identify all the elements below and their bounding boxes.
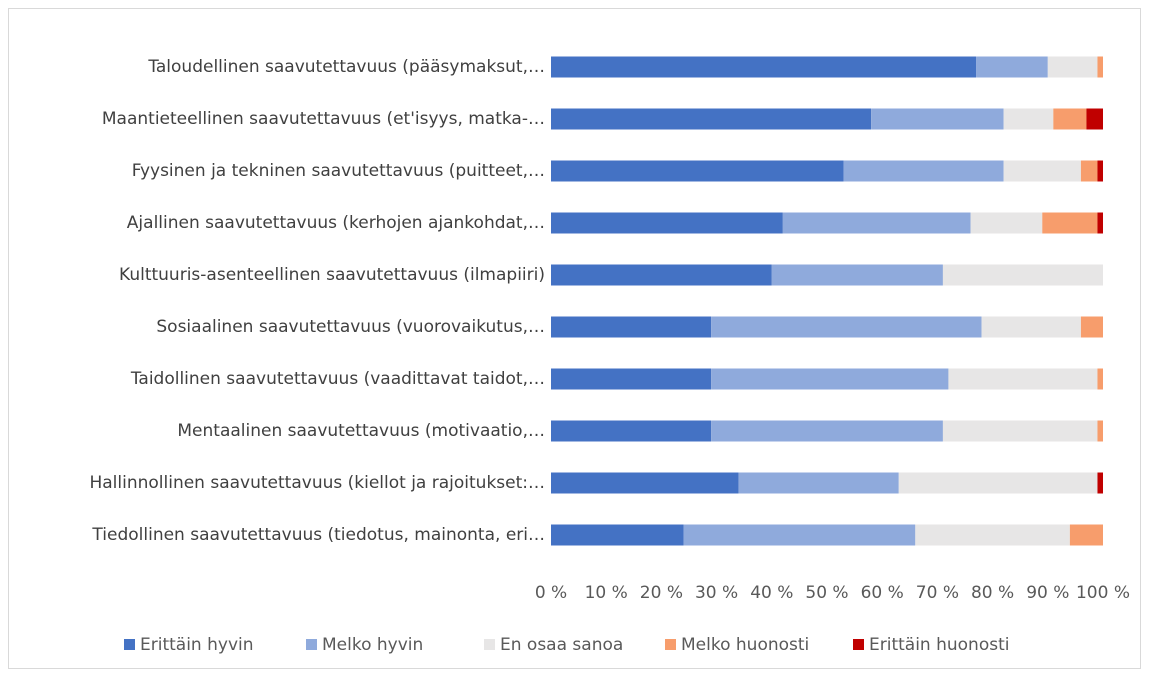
x-tick-label: 80 % xyxy=(971,583,1014,603)
legend-label: Melko hyvin xyxy=(322,635,423,655)
bar-segment xyxy=(551,316,712,338)
legend-label: En osaa sanoa xyxy=(500,635,623,655)
bar-segment xyxy=(711,368,949,390)
legend-label: Erittäin huonosti xyxy=(869,635,1009,655)
bar-segment xyxy=(551,368,712,390)
x-tick-label: 40 % xyxy=(750,583,793,603)
category-label: Kulttuuris-asenteellinen saavutettavuus … xyxy=(119,265,545,285)
bar-segment xyxy=(782,212,971,234)
bar-segment xyxy=(1097,160,1103,182)
bar-segment xyxy=(551,524,684,546)
x-tick-label: 50 % xyxy=(805,583,848,603)
bar-segment xyxy=(1097,368,1103,390)
x-tick-label: 60 % xyxy=(861,583,904,603)
bar-segment xyxy=(981,316,1081,338)
bar-segment xyxy=(915,524,1070,546)
x-tick-label: 90 % xyxy=(1026,583,1069,603)
bar-segment xyxy=(1097,212,1103,234)
bar-segment xyxy=(1042,212,1098,234)
bar-segment xyxy=(898,472,1098,494)
bar-segment xyxy=(551,108,872,130)
bar-segment xyxy=(1097,472,1103,494)
legend-swatch xyxy=(124,639,135,650)
bar-segment xyxy=(948,368,1098,390)
x-tick-label: 0 % xyxy=(535,583,567,603)
bar-segment xyxy=(871,108,1004,130)
bar-segment xyxy=(551,420,712,442)
bar-segment xyxy=(1053,108,1087,130)
bar-segment xyxy=(711,420,943,442)
bar-segment xyxy=(771,264,943,286)
category-label: Hallinnollinen saavutettavuus (kiellot j… xyxy=(89,473,545,493)
bar-segment xyxy=(970,212,1043,234)
x-tick-label: 20 % xyxy=(640,583,683,603)
legend-swatch xyxy=(484,639,495,650)
bar-segment xyxy=(551,160,844,182)
bar-segment xyxy=(1097,420,1103,442)
legend-label: Erittäin hyvin xyxy=(140,635,254,655)
legend-swatch xyxy=(853,639,864,650)
bar-segment xyxy=(942,420,1098,442)
legend-swatch xyxy=(306,639,317,650)
bar-segment xyxy=(551,56,977,78)
bar-segment xyxy=(1080,160,1098,182)
bar-segment xyxy=(1080,316,1103,338)
bar-segment xyxy=(1069,524,1103,546)
category-label: Sosiaalinen saavutettavuus (vuorovaikutu… xyxy=(156,317,545,337)
bar-segment xyxy=(551,472,739,494)
category-label: Taloudellinen saavutettavuus (pääsymaksu… xyxy=(147,57,545,77)
x-tick-label: 30 % xyxy=(695,583,738,603)
bar-segment xyxy=(551,212,783,234)
bar-segment xyxy=(1003,108,1054,130)
bar-segment xyxy=(711,316,982,338)
x-tick-label: 10 % xyxy=(585,583,628,603)
category-label: Taidollinen saavutettavuus (vaadittavat … xyxy=(130,369,545,389)
bar-segment xyxy=(1003,160,1081,182)
bar-segment xyxy=(942,264,1103,286)
bar-segment xyxy=(738,472,899,494)
x-tick-label: 70 % xyxy=(916,583,959,603)
bar-segment xyxy=(683,524,916,546)
bar-segment xyxy=(1097,56,1103,78)
x-tick-label: 100 % xyxy=(1076,583,1130,603)
bar-segment xyxy=(976,56,1048,78)
bar-segment xyxy=(1086,108,1103,130)
legend-label: Melko huonosti xyxy=(681,635,809,655)
bar-segment xyxy=(551,264,772,286)
bar-segment xyxy=(1047,56,1098,78)
legend-swatch xyxy=(665,639,676,650)
category-label: Maantieteellinen saavutettavuus (et'isyy… xyxy=(102,109,545,129)
chart-border xyxy=(8,8,1141,669)
bar-segment xyxy=(843,160,1004,182)
category-label: Tiedollinen saavutettavuus (tiedotus, ma… xyxy=(91,525,545,545)
category-label: Fyysinen ja tekninen saavutettavuus (pui… xyxy=(132,161,545,181)
category-label: Mentaalinen saavutettavuus (motivaatio,… xyxy=(177,421,545,441)
category-label: Ajallinen saavutettavuus (kerhojen ajank… xyxy=(127,213,545,233)
